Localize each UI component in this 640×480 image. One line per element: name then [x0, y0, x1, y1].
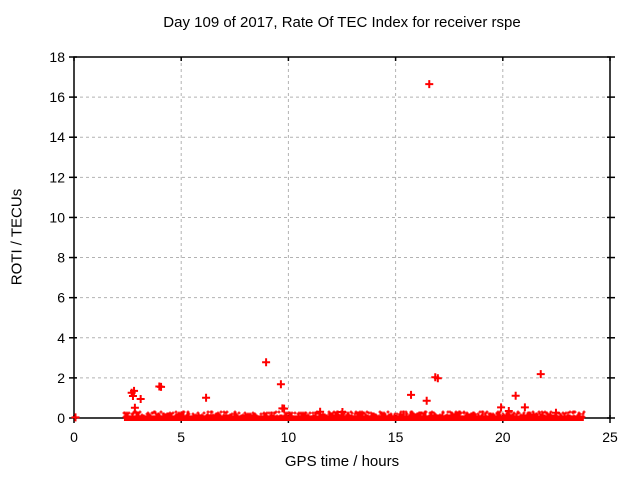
y-tick-label: 0 — [57, 410, 65, 426]
x-axis-label: GPS time / hours — [284, 453, 400, 470]
y-tick-label: 16 — [49, 89, 65, 105]
data-point-marker — [425, 80, 434, 89]
data-point-marker — [338, 407, 347, 416]
data-point-marker — [130, 403, 139, 412]
chart-title: Day 109 of 2017, Rate Of TEC Index for r… — [163, 14, 521, 31]
y-tick-label: 8 — [57, 250, 65, 266]
baseline-speckle-points — [122, 410, 586, 420]
data-point-marker — [157, 382, 166, 391]
data-point-marker — [130, 386, 139, 395]
y-tick-label: 12 — [49, 169, 65, 185]
data-point-marker — [276, 380, 285, 389]
x-tick-label: 5 — [177, 429, 185, 445]
data-point-marker — [71, 413, 80, 422]
data-point-marker — [497, 403, 506, 412]
y-tick-label: 10 — [49, 209, 65, 225]
x-tick-label: 25 — [602, 429, 618, 445]
x-tick-label: 15 — [388, 429, 404, 445]
data-point-marker — [511, 391, 520, 400]
data-point-marker — [422, 396, 431, 405]
x-tick-label: 10 — [281, 429, 297, 445]
plot-border — [73, 56, 611, 419]
y-tick-label: 14 — [49, 129, 65, 145]
data-point-marker — [136, 394, 145, 403]
y-tick-label: 6 — [57, 290, 65, 306]
x-tick-label: 0 — [70, 429, 78, 445]
x-tick-label: 20 — [495, 429, 511, 445]
data-point-marker — [551, 408, 560, 417]
data-point-marker — [128, 391, 137, 400]
data-point-marker — [280, 404, 289, 413]
y-tick-label: 18 — [49, 49, 65, 65]
data-point-marker — [520, 403, 529, 412]
data-point-marker — [504, 406, 513, 415]
data-point-marker — [407, 390, 416, 399]
y-tick-label: 4 — [57, 330, 65, 346]
data-point-marker — [316, 407, 325, 416]
y-tick-label: 2 — [57, 370, 65, 386]
data-point-marker — [536, 370, 545, 379]
data-point-marker — [433, 374, 442, 383]
data-point-marker — [202, 393, 211, 402]
data-point-marker — [262, 358, 271, 367]
